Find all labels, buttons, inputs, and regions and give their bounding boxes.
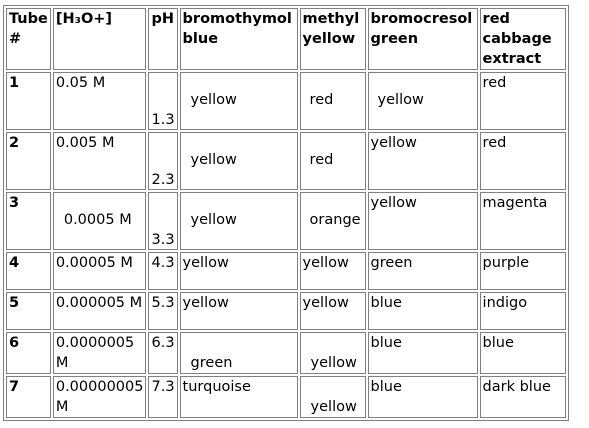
header-row: Tube # [H₃O+] pH bromothymol blue methyl… bbox=[6, 8, 566, 70]
methyl-cell: red bbox=[299, 72, 366, 130]
cabbage-cell: indigo bbox=[479, 292, 566, 330]
ph-value: 3.3 bbox=[151, 232, 175, 248]
table-row: 7 0.00000005 M 7.3 turquoise yellow blue… bbox=[6, 376, 566, 418]
methyl-value: orange bbox=[309, 212, 361, 228]
bromocresol-value: green bbox=[370, 255, 413, 271]
table-row: 4 0.00005 M 4.3 yellow yellow green purp… bbox=[6, 252, 566, 290]
tube-number: 3 bbox=[6, 192, 51, 250]
bromothymol-cell: green bbox=[179, 332, 298, 374]
methyl-value: red bbox=[309, 92, 334, 108]
bromocresol-value: yellow bbox=[377, 92, 424, 108]
ph-value: 2.3 bbox=[151, 172, 175, 188]
concentration-cell: 0.00005 M bbox=[52, 252, 147, 290]
bromothymol-cell: yellow bbox=[179, 252, 298, 290]
methyl-cell: yellow bbox=[299, 292, 366, 330]
bromothymol-cell: yellow bbox=[179, 192, 298, 250]
bromothymol-cell: turquoise bbox=[179, 376, 298, 418]
tube-number: 2 bbox=[6, 132, 51, 190]
header-ph: pH bbox=[148, 8, 178, 70]
concentration-cell: 0.005 M bbox=[52, 132, 147, 190]
ph-cell: 4.3 bbox=[148, 252, 178, 290]
bromothymol-value: green bbox=[190, 355, 233, 371]
bromocresol-cell: yellow bbox=[367, 72, 478, 130]
tube-number: 5 bbox=[6, 292, 51, 330]
bromothymol-cell: yellow bbox=[179, 132, 298, 190]
tube-number: 4 bbox=[6, 252, 51, 290]
header-bromocresol-green: bromocresol green bbox=[367, 8, 478, 70]
methyl-cell: orange bbox=[299, 192, 366, 250]
methyl-value: yellow bbox=[310, 355, 357, 371]
cabbage-cell: dark blue bbox=[479, 376, 566, 418]
cabbage-cell: red bbox=[479, 132, 566, 190]
concentration-cell: 0.00000005 M bbox=[52, 376, 147, 418]
indicator-table: Tube # [H₃O+] pH bromothymol blue methyl… bbox=[3, 5, 569, 421]
ph-cell: 7.3 bbox=[148, 376, 178, 418]
bromocresol-cell: blue bbox=[367, 292, 478, 330]
concentration-cell: 0.0000005 M bbox=[52, 332, 147, 374]
ph-cell: 1.3 bbox=[148, 72, 178, 130]
header-bromothymol-blue: bromothymol blue bbox=[179, 8, 298, 70]
table-row: 6 0.0000005 M 6.3 green yellow blue blue bbox=[6, 332, 566, 374]
ph-cell: 5.3 bbox=[148, 292, 178, 330]
cabbage-cell: magenta bbox=[479, 192, 566, 250]
methyl-cell: yellow bbox=[299, 376, 366, 418]
bromocresol-cell: blue bbox=[367, 332, 478, 374]
ph-cell: 2.3 bbox=[148, 132, 178, 190]
concentration-cell: 0.05 M bbox=[52, 72, 147, 130]
methyl-value: red bbox=[309, 152, 334, 168]
table-row: 5 0.000005 M 5.3 yellow yellow blue indi… bbox=[6, 292, 566, 330]
header-methyl-yellow: methyl yellow bbox=[299, 8, 366, 70]
bromothymol-cell: yellow bbox=[179, 292, 298, 330]
methyl-value: yellow bbox=[310, 399, 357, 415]
concentration-cell: 0.0005 M bbox=[52, 192, 147, 250]
bromocresol-cell: yellow bbox=[367, 132, 478, 190]
bromothymol-value: yellow bbox=[190, 212, 237, 228]
bromocresol-cell: blue bbox=[367, 376, 478, 418]
ph-value: 1.3 bbox=[151, 112, 175, 128]
concentration-value: 0.0005 M bbox=[63, 212, 132, 228]
concentration-cell: 0.000005 M bbox=[52, 292, 147, 330]
ph-cell: 6.3 bbox=[148, 332, 178, 374]
header-red-cabbage-extract: red cabbage extract bbox=[479, 8, 566, 70]
header-concentration: [H₃O+] bbox=[52, 8, 147, 70]
bromocresol-cell: yellow bbox=[367, 192, 478, 250]
methyl-cell: yellow bbox=[299, 252, 366, 290]
bromothymol-value: yellow bbox=[190, 152, 237, 168]
ph-cell: 3.3 bbox=[148, 192, 178, 250]
tube-number: 7 bbox=[6, 376, 51, 418]
table-row: 3 0.0005 M 3.3 yellow orange yellow mage… bbox=[6, 192, 566, 250]
tube-number: 1 bbox=[6, 72, 51, 130]
cabbage-cell: blue bbox=[479, 332, 566, 374]
table-row: 1 0.05 M 1.3 yellow red yellow red bbox=[6, 72, 566, 130]
methyl-cell: yellow bbox=[299, 332, 366, 374]
bromothymol-value: yellow bbox=[190, 92, 237, 108]
cabbage-cell: purple bbox=[479, 252, 566, 290]
table-row: 2 0.005 M 2.3 yellow red yellow red bbox=[6, 132, 566, 190]
bromothymol-cell: yellow bbox=[179, 72, 298, 130]
cabbage-cell: red bbox=[479, 72, 566, 130]
bromocresol-cell: green bbox=[367, 252, 478, 290]
header-tube: Tube # bbox=[6, 8, 51, 70]
methyl-cell: red bbox=[299, 132, 366, 190]
tube-number: 6 bbox=[6, 332, 51, 374]
